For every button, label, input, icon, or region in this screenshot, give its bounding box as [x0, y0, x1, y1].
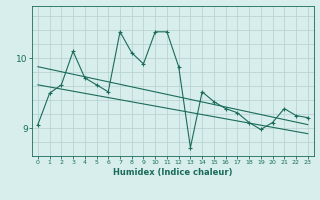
X-axis label: Humidex (Indice chaleur): Humidex (Indice chaleur) — [113, 168, 233, 177]
